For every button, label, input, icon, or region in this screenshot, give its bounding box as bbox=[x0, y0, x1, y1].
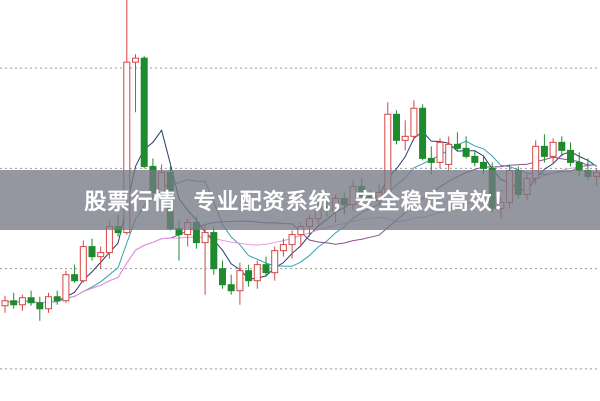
candle-down bbox=[419, 107, 427, 159]
ma10-line bbox=[4, 140, 597, 304]
candle-up bbox=[79, 246, 87, 282]
candle-down bbox=[567, 149, 574, 163]
candle-up bbox=[279, 244, 287, 252]
banner-text: 股票行情 专业配资系统，安全稳定高效！ bbox=[84, 190, 516, 215]
candle-up bbox=[1, 300, 9, 307]
candle-down bbox=[462, 147, 470, 157]
candle-up bbox=[105, 226, 113, 254]
candle-down bbox=[558, 141, 566, 151]
candle-down bbox=[140, 57, 148, 167]
candle-down bbox=[471, 155, 479, 163]
candle-down bbox=[27, 297, 35, 304]
candle-up bbox=[410, 107, 418, 137]
candle-up bbox=[445, 143, 453, 165]
candle-down bbox=[36, 302, 44, 310]
candle-up bbox=[288, 234, 296, 246]
candle-down bbox=[10, 300, 18, 306]
candle-down bbox=[88, 246, 96, 258]
promo-banner: 股票行情 专业配资系统，安全稳定高效！ bbox=[0, 170, 600, 230]
candle-down bbox=[53, 296, 61, 302]
candle-up bbox=[18, 297, 26, 306]
candle-down bbox=[71, 274, 79, 282]
candle-down bbox=[245, 270, 253, 282]
candle-up bbox=[549, 141, 557, 157]
candle-down bbox=[210, 232, 218, 270]
candle-up bbox=[97, 252, 105, 258]
candle-up bbox=[271, 250, 279, 274]
candle-down bbox=[262, 264, 270, 274]
candle-up bbox=[201, 232, 209, 244]
candle-down bbox=[219, 268, 226, 286]
candle-up bbox=[401, 135, 409, 141]
candle-down bbox=[480, 161, 487, 169]
candle-up bbox=[132, 57, 139, 63]
candle-up bbox=[253, 264, 261, 282]
candle-up bbox=[62, 274, 70, 302]
candle-up bbox=[123, 61, 131, 234]
candle-down bbox=[227, 284, 235, 292]
candle-down bbox=[393, 113, 400, 141]
candle-up bbox=[45, 296, 52, 310]
candle-down bbox=[427, 157, 435, 163]
candle-up bbox=[236, 270, 244, 292]
candle-down bbox=[453, 143, 461, 149]
candle-down bbox=[540, 145, 548, 157]
candle-up bbox=[436, 141, 444, 163]
